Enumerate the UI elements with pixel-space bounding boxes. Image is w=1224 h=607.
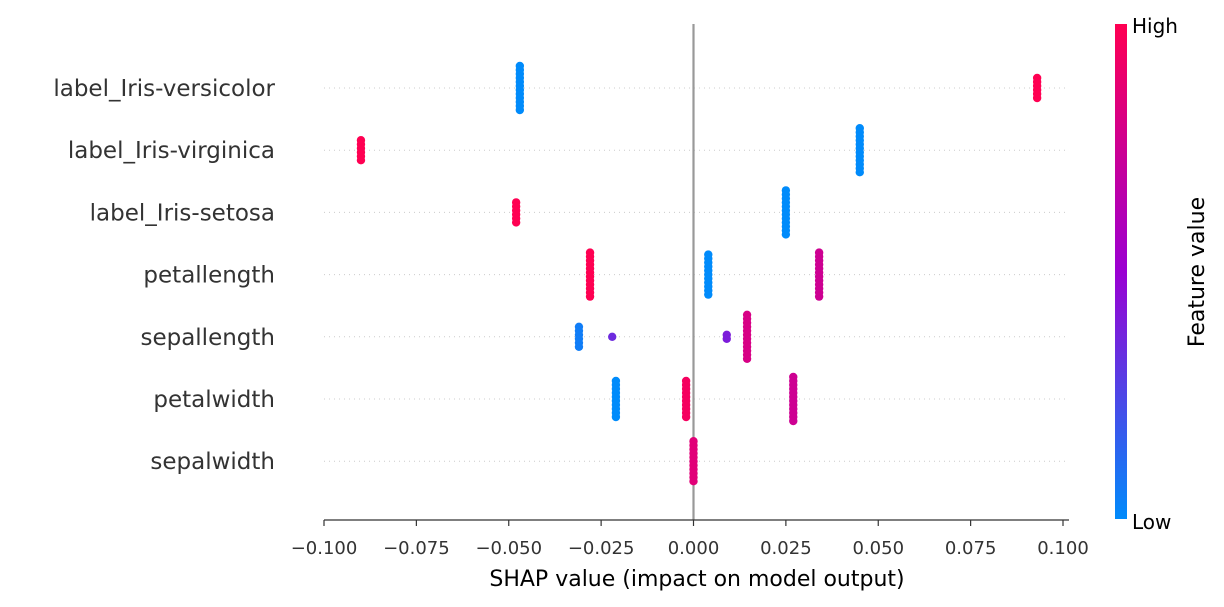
shap-point xyxy=(356,156,366,165)
shap-point xyxy=(608,332,617,341)
feature-label: label_Iris-versicolor xyxy=(53,76,275,102)
feature-label: sepalwidth xyxy=(150,449,275,475)
feature-label: label_Iris-virginica xyxy=(68,138,275,164)
colorbar-low-label: Low xyxy=(1132,510,1171,534)
shap-point xyxy=(1032,93,1042,103)
x-tick-label: 0.075 xyxy=(945,538,997,559)
feature-label: petallength xyxy=(143,263,275,289)
shap-point xyxy=(611,412,621,422)
shap-point xyxy=(585,292,595,301)
feature-label: sepallength xyxy=(140,325,275,351)
x-tick-label: −0.100 xyxy=(291,538,358,559)
feature-label: petalwidth xyxy=(153,387,275,413)
shap-point xyxy=(681,412,691,422)
x-tick-label: 0.000 xyxy=(668,538,720,559)
x-tick-label: 0.100 xyxy=(1037,538,1089,559)
x-axis-title: SHAP value (impact on model output) xyxy=(489,567,904,592)
x-tick-label: −0.050 xyxy=(475,538,542,559)
feature-label: label_Iris-setosa xyxy=(90,200,275,226)
shap-point xyxy=(789,416,798,426)
shap-point xyxy=(742,354,752,363)
shap-point xyxy=(515,105,525,115)
colorbar-high-label: High xyxy=(1132,14,1178,38)
shap-point xyxy=(781,230,791,239)
shap-point xyxy=(689,477,698,486)
shap-point xyxy=(574,342,584,351)
shap-point xyxy=(814,292,824,301)
colorbar-title: Feature value xyxy=(1185,197,1210,347)
shap-point xyxy=(704,290,713,299)
shap-point xyxy=(511,218,521,227)
x-tick-label: 0.025 xyxy=(760,538,812,559)
x-tick-label: −0.075 xyxy=(383,538,450,559)
x-tick-label: 0.050 xyxy=(852,538,904,559)
shap-point xyxy=(722,334,731,343)
shap-point xyxy=(855,168,864,177)
colorbar xyxy=(1115,24,1127,519)
x-tick-label: −0.025 xyxy=(568,538,635,559)
